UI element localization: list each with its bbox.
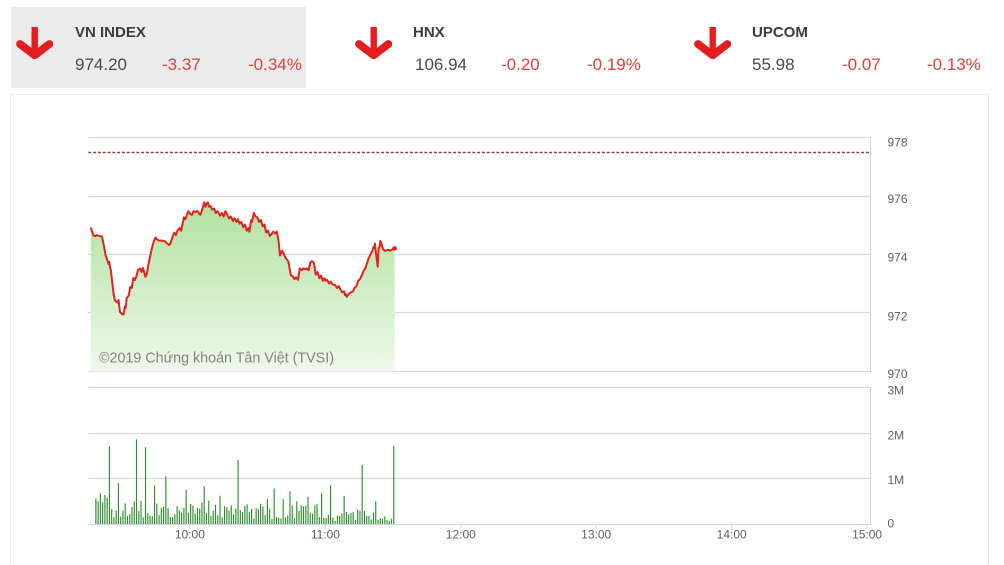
svg-text:12:00: 12:00	[446, 528, 476, 542]
svg-text:14:00: 14:00	[717, 528, 747, 542]
svg-text:2M: 2M	[888, 428, 905, 442]
svg-text:978: 978	[888, 136, 908, 150]
svg-text:1M: 1M	[888, 473, 905, 487]
svg-text:970: 970	[888, 367, 908, 381]
svg-text:11:00: 11:00	[311, 528, 340, 542]
svg-text:972: 972	[888, 309, 908, 323]
svg-text:974: 974	[888, 251, 908, 265]
svg-text:10:00: 10:00	[175, 528, 205, 542]
svg-text:3M: 3M	[888, 383, 905, 397]
svg-text:976: 976	[888, 192, 908, 206]
svg-text:15:00: 15:00	[852, 528, 882, 542]
svg-text:0: 0	[888, 516, 895, 530]
svg-text:©2019 Chứng khoán Tân Việt (TV: ©2019 Chứng khoán Tân Việt (TVSI)	[99, 351, 334, 367]
svg-text:13:00: 13:00	[581, 528, 611, 542]
